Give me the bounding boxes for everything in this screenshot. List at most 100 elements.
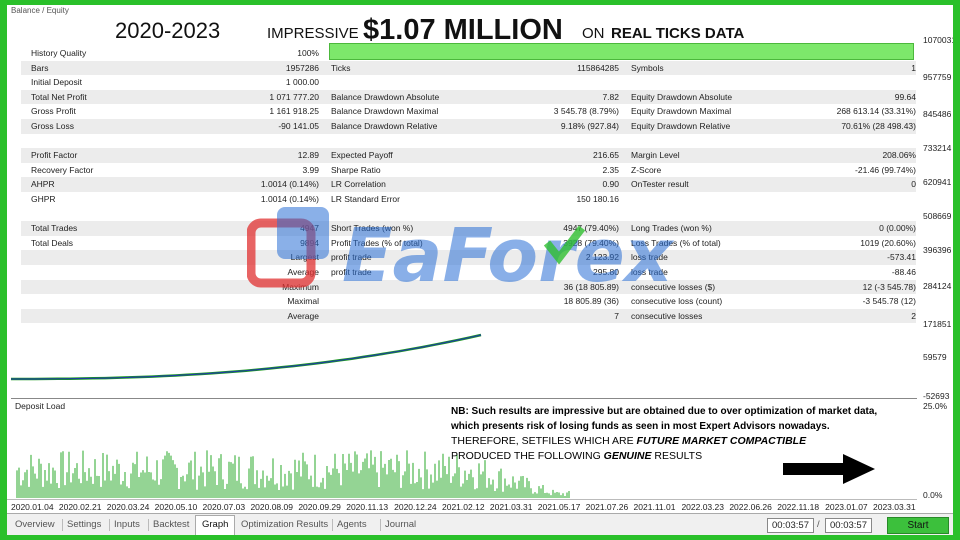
stats-cell-v3: 2	[911, 310, 916, 321]
date-tick-label: 2020.08.09	[250, 502, 293, 512]
stats-cell-v2: 0.90	[602, 179, 619, 190]
stats-cell-l3: Long Trades (won %)	[631, 223, 712, 234]
stats-cell-v3: 268 613.14 (33.31%)	[836, 106, 916, 117]
stats-cell-l2: Expected Payoff	[331, 150, 393, 161]
tab-agents[interactable]: Agents	[337, 519, 367, 530]
stats-cell-v1: Largest	[290, 252, 319, 263]
stats-cell-v3: 0 (0.00%)	[879, 223, 916, 234]
stats-cell-l1: Recovery Factor	[31, 164, 94, 175]
equity-line	[11, 333, 482, 381]
tab-divider	[332, 519, 333, 531]
stats-cell-l3: loss trade	[631, 267, 668, 277]
tab-journal[interactable]: Journal	[385, 519, 417, 530]
tab-settings[interactable]: Settings	[67, 519, 102, 530]
date-tick-label: 2022.06.26	[729, 502, 772, 512]
stats-cell-l2: LR Correlation	[331, 179, 386, 190]
note-line2-text: PRODUCED THE FOLLOWING	[451, 450, 604, 462]
chart-title: Balance / Equity	[11, 6, 69, 15]
stats-cell-l1: Gross Loss	[31, 121, 74, 131]
stats-cell-v2: 36 (18 805.89)	[563, 281, 619, 292]
tab-graph[interactable]: Graph	[195, 515, 236, 535]
stats-cell-l3: OnTester result	[631, 179, 689, 190]
stats-cell-v2: 7.82	[602, 91, 619, 102]
stats-cell-v1: Average	[287, 267, 319, 277]
stats-cell-l2: profit trade	[331, 267, 372, 277]
stats-cell-v3: -21.46 (99.74%)	[855, 164, 916, 175]
stats-cell-l3: consecutive losses	[631, 310, 703, 321]
stats-row: Profit Factor 12.89 Expected Payoff 216.65 M…	[21, 148, 916, 163]
stats-cell-v1: 1.0014 (0.14%)	[260, 179, 319, 190]
balance-equity-chart	[11, 333, 482, 381]
stats-cell-v1: Maximal	[287, 296, 319, 307]
stats-cell-l3: consecutive losses ($)	[631, 281, 716, 292]
stats-cell-l1: History Quality	[31, 48, 87, 58]
stats-row: Maximal 18 805.89 (36) consecutive loss (c…	[21, 294, 916, 309]
deposit-load-panel: Deposit Load	[11, 398, 917, 498]
date-tick-label: 2021.05.17	[537, 502, 581, 512]
headline-years: 2020-2023	[115, 18, 221, 43]
axis-tick-label: 25.0%	[923, 401, 948, 411]
stats-cell-v3: 208.06%	[882, 150, 916, 161]
stats-cell-l2: LR Standard Error	[331, 194, 400, 204]
note-line-2: PRODUCED THE FOLLOWING GENUINE RESULTS	[451, 449, 891, 464]
stats-cell-v1: 12.89	[297, 150, 319, 161]
date-tick-label: 2020.03.24	[106, 502, 150, 512]
stats-cell-v3: -88.46	[891, 267, 916, 277]
tab-divider	[148, 519, 149, 531]
deposit-load-chart	[16, 450, 570, 498]
stats-cell-l2: profit trade	[331, 252, 372, 263]
stats-cell-v3: 12 (-3 545.78)	[862, 281, 916, 292]
axis-tick-label: 59579	[923, 352, 947, 362]
stats-cell-v3: 99.64	[894, 91, 916, 102]
axis-tick-label: 845486	[923, 109, 952, 119]
history-quality-bar	[329, 43, 914, 60]
stats-cell-v1: 1 000.00	[285, 77, 319, 88]
stats-row: Largest profit trade 2 123.92 loss trade -57…	[21, 250, 916, 265]
axis-tick-label: 733214	[923, 143, 952, 153]
axis-tick-label: -52693	[923, 391, 950, 401]
stats-cell-v2: 3 545.78 (8.79%)	[553, 106, 619, 117]
stats-cell-v2: 18 805.89 (36)	[563, 296, 619, 307]
date-tick-label: 2022.11.18	[777, 502, 820, 512]
date-tick-label: 2023.01.07	[825, 502, 868, 512]
tab-overview[interactable]: Overview	[15, 519, 55, 530]
stats-cell-v1: Average	[287, 310, 319, 321]
date-tick-label: 2020.12.24	[394, 502, 437, 512]
stats-row	[21, 207, 916, 222]
tab-inputs[interactable]: Inputs	[114, 519, 140, 530]
date-tick-label: 2020.02.21	[58, 502, 102, 512]
axis-tick-label: 620941	[923, 177, 952, 187]
note-nb: NB: Such results are impressive but are …	[451, 406, 878, 432]
date-axis: 2020.01.04 2020.02.21 2020.03.24 2020.05.10…	[7, 499, 917, 512]
stats-row: Average profit trade 295.80 loss trade -88.4…	[21, 265, 916, 280]
headline-real-ticks: REAL TICKS DATA	[611, 25, 745, 42]
stats-cell-l2: Balance Drawdown Maximal	[331, 106, 439, 117]
stats-cell-l3: Equity Drawdown Absolute	[631, 91, 733, 102]
tab-optimization-results[interactable]: Optimization Results	[241, 519, 329, 530]
start-button[interactable]: Start	[887, 517, 949, 534]
stats-cell-l3: Equity Drawdown Maximal	[631, 106, 732, 117]
stats-row: Total Net Profit 1 071 777.20 Balance Draw…	[21, 89, 916, 105]
balance-line	[11, 334, 482, 380]
stats-cell-l1: Total Deals	[31, 237, 74, 248]
axis-tick-label: 171851	[923, 319, 952, 329]
stats-cell-v3: -3 545.78 (12)	[862, 296, 916, 307]
stats-cell-v1: 4947	[300, 223, 319, 234]
stats-cell-v2: 2 123.92	[585, 252, 619, 263]
stats-cell-v1: 3.99	[302, 164, 319, 175]
stats-row: Gross Profit 1 161 918.25 Balance Drawdown…	[21, 104, 916, 119]
stats-cell-l3: Equity Drawdown Relative	[631, 121, 731, 131]
stats-cell-v1: 1.0014 (0.14%)	[260, 194, 319, 204]
headline-amount: $1.07 MILLION	[363, 14, 563, 46]
stats-cell-v2: 216.65	[593, 150, 619, 161]
stats-cell-l2: Ticks	[331, 62, 351, 73]
tab-backtest[interactable]: Backtest	[153, 519, 190, 530]
axis-tick-label: 508669	[923, 211, 952, 221]
right-axis: 1070031 957759 845486 733214 620941 508669 396…	[919, 31, 953, 511]
headline-impressive: IMPRESSIVE	[267, 25, 359, 42]
stats-cell-v2: 3928 (79.40%)	[563, 237, 619, 248]
stats-row: History Quality 100%	[21, 46, 916, 61]
stats-cell-v2: 295.80	[593, 267, 619, 277]
stats-cell-v3: 1	[911, 62, 916, 73]
axis-tick-label: 1070031	[923, 35, 953, 45]
